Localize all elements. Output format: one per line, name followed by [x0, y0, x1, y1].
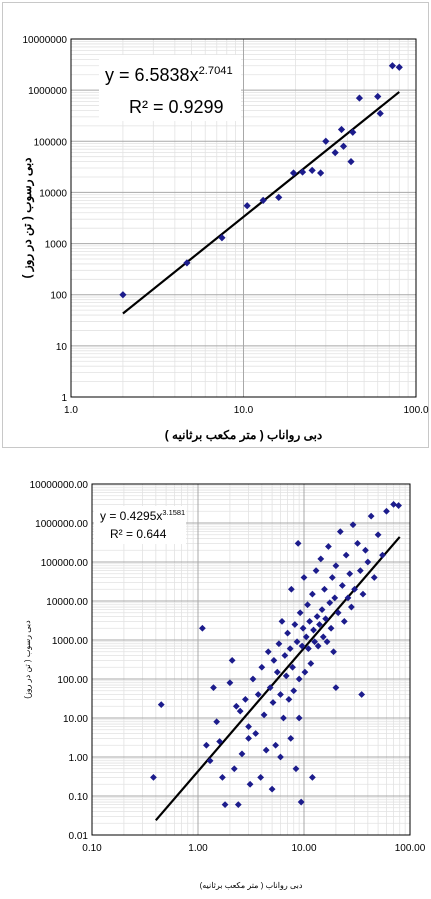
x-tick-label: 0.10 — [82, 843, 102, 854]
y-tick-label: 10000.00 — [46, 597, 88, 608]
y-axis-label: دبی رسوب ( تن در روز) — [23, 620, 32, 699]
x-axis-label: دبی رواناب ( متر مکعب برثانیه) — [200, 881, 303, 890]
y-tick-label: 1000.00 — [52, 636, 89, 647]
r-squared-label: R² = 0.9299 — [129, 97, 224, 117]
y-tick-label: 10000000 — [23, 35, 68, 46]
y-tick-label: 1000 — [45, 240, 68, 251]
y-tick-label: 1 — [61, 393, 67, 404]
x-tick-label: 1.00 — [188, 843, 208, 854]
chart-panel-1: 1.0 10.0 100.0 1 10 100 1000 10000 100000 1000000… — [2, 2, 429, 448]
y-tick-label: 1.00 — [69, 753, 89, 764]
x-axis-label: دبی رواناب ( متر مکعب برثانیه ) — [165, 428, 323, 443]
x-tick-label: 10.00 — [291, 843, 316, 854]
y-tick-label: 100.00 — [57, 675, 88, 686]
y-tick-label: 10.00 — [63, 714, 88, 725]
y-tick-label: 1000000 — [28, 86, 67, 97]
y-tick-label: 100 — [50, 291, 67, 302]
y-tick-label: 10000000.00 — [30, 480, 89, 491]
chart-1-svg: 1.0 10.0 100.0 1 10 100 1000 10000 100000 1000000… — [3, 3, 430, 449]
y-tick-label: 10000 — [39, 188, 67, 199]
x-tick-label: 10.0 — [234, 405, 254, 416]
y-tick-label: 100000 — [34, 137, 68, 148]
y-axis-label: دبی رسوب ( تن در روز ) — [20, 157, 35, 278]
y-tick-label: 0.10 — [69, 792, 89, 803]
y-tick-label: 1000000.00 — [35, 519, 88, 530]
x-tick-label: 1.0 — [64, 405, 78, 416]
r-squared-label: R² = 0.644 — [110, 527, 167, 541]
x-tick-label: 100.0 — [403, 405, 428, 416]
y-tick-label: 100000.00 — [41, 558, 89, 569]
y-tick-label: 0.01 — [69, 831, 89, 842]
chart-2-svg: 0.10 1.00 10.00 100.000.010.101.0010.00100.… — [2, 451, 429, 897]
chart-panel-2: 0.10 1.00 10.00 100.00 0.01 0.10 1.00 10.00 100.… — [2, 451, 429, 897]
y-tick-label: 10 — [56, 342, 68, 353]
x-tick-label: 100.00 — [395, 843, 426, 854]
